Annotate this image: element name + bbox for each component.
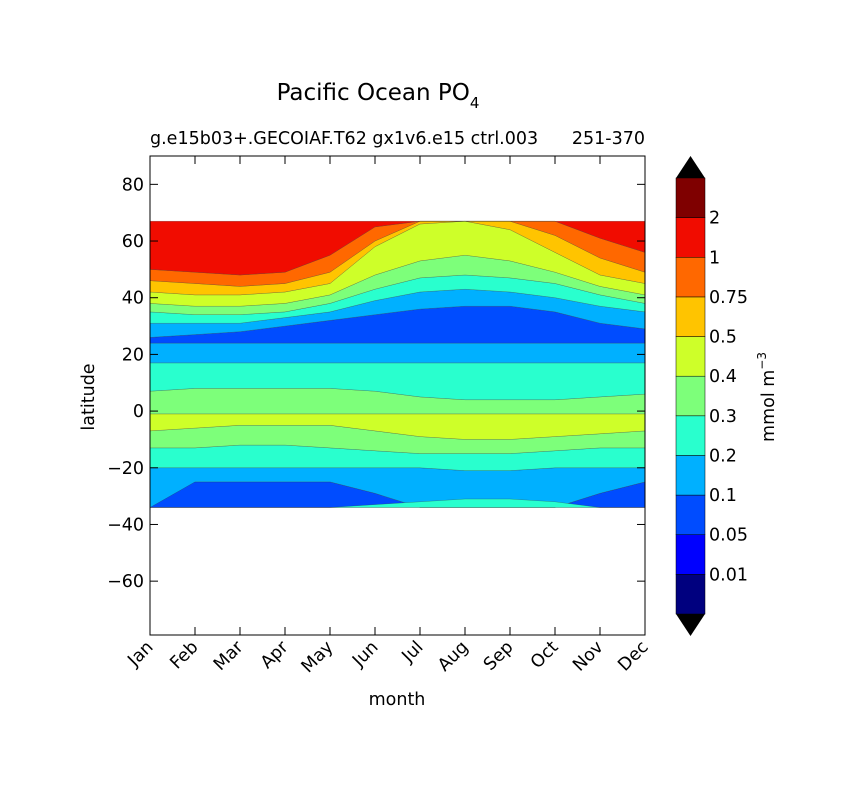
colorbar-tick-label: 0.05 — [709, 526, 748, 546]
y-tick-label: 80 — [122, 175, 144, 195]
x-tick-label: Mar — [210, 637, 248, 675]
colorbar-segment — [675, 336, 706, 377]
x-tick-label: Apr — [257, 637, 293, 673]
chart-subtitle-right: 251-370 — [572, 129, 645, 149]
x-tick-label: May — [298, 637, 338, 677]
x-tick-label: Nov — [569, 637, 607, 675]
chart-subtitle-left: g.e15b03+.GECOIAF.T62 gx1v6.e15 ctrl.003 — [150, 129, 538, 149]
y-tick-label: −20 — [107, 459, 144, 479]
colorbar-segment — [675, 375, 706, 417]
y-tick-label: −40 — [107, 515, 144, 535]
colorbar-segment — [675, 177, 706, 218]
x-tick-label: Feb — [166, 637, 202, 673]
y-tick-label: 40 — [122, 289, 144, 309]
y-tick-label: 20 — [122, 345, 144, 365]
chart-title-subscript: 4 — [470, 94, 480, 112]
x-tick-label: Jul — [398, 637, 428, 667]
colorbar-segment — [675, 455, 706, 496]
colorbar-tick-label: 0.4 — [709, 367, 737, 387]
colorbar-tick-label: 0.1 — [709, 486, 737, 506]
colorbar-tick-label: 0.3 — [709, 407, 737, 427]
y-axis: 80 60 40 20 0 −20 −40 −60 — [107, 175, 645, 592]
colorbar-label: mmol m−3 — [755, 352, 779, 442]
colorbar-label-exponent: −3 — [755, 352, 769, 370]
y-axis-label: latitude — [79, 363, 99, 430]
x-tick-label: Jan — [124, 637, 158, 671]
colorbar: 0.01 0.05 0.1 0.2 0.3 0.4 0.5 0.75 1 2 — [675, 156, 748, 636]
colorbar-extend-under — [676, 614, 705, 636]
x-tick-label: Aug — [434, 637, 472, 675]
colorbar-label-main: mmol m — [759, 370, 779, 442]
colorbar-segment — [675, 574, 706, 615]
colorbar-tick-label: 0.01 — [709, 565, 748, 585]
y-tick-label: −60 — [107, 572, 144, 592]
colorbar-segment — [675, 534, 706, 575]
x-tick-label: Jun — [348, 637, 382, 671]
x-tick-label: Dec — [614, 637, 652, 675]
colorbar-segment — [675, 415, 706, 456]
colorbar-segment — [675, 257, 706, 298]
colorbar-segment — [675, 494, 706, 535]
chart-title: Pacific Ocean PO4 — [277, 80, 480, 112]
contour-band-8 — [149, 342, 646, 364]
contour-bands — [149, 220, 646, 508]
colorbar-tick-label: 2 — [709, 209, 720, 229]
x-tick-label: Oct — [527, 637, 563, 673]
plot-frame — [149, 155, 646, 636]
colorbar-tick-label: 0.2 — [709, 446, 737, 466]
colorbar-extend-over — [676, 156, 705, 178]
x-axis-label: month — [369, 690, 426, 710]
colorbar-tick-label: 0.5 — [709, 328, 737, 348]
x-tick-label: Sep — [480, 637, 517, 674]
colorbar-segment — [675, 217, 706, 258]
y-tick-label: 60 — [122, 232, 144, 252]
y-tick-label: 0 — [133, 402, 144, 422]
contour-band-2 — [150, 498, 645, 508]
colorbar-tick-label: 0.75 — [709, 288, 748, 308]
chart-title-main: Pacific Ocean PO — [277, 80, 470, 106]
colorbar-tick-label: 1 — [709, 248, 720, 268]
colorbar-segment — [675, 296, 706, 337]
